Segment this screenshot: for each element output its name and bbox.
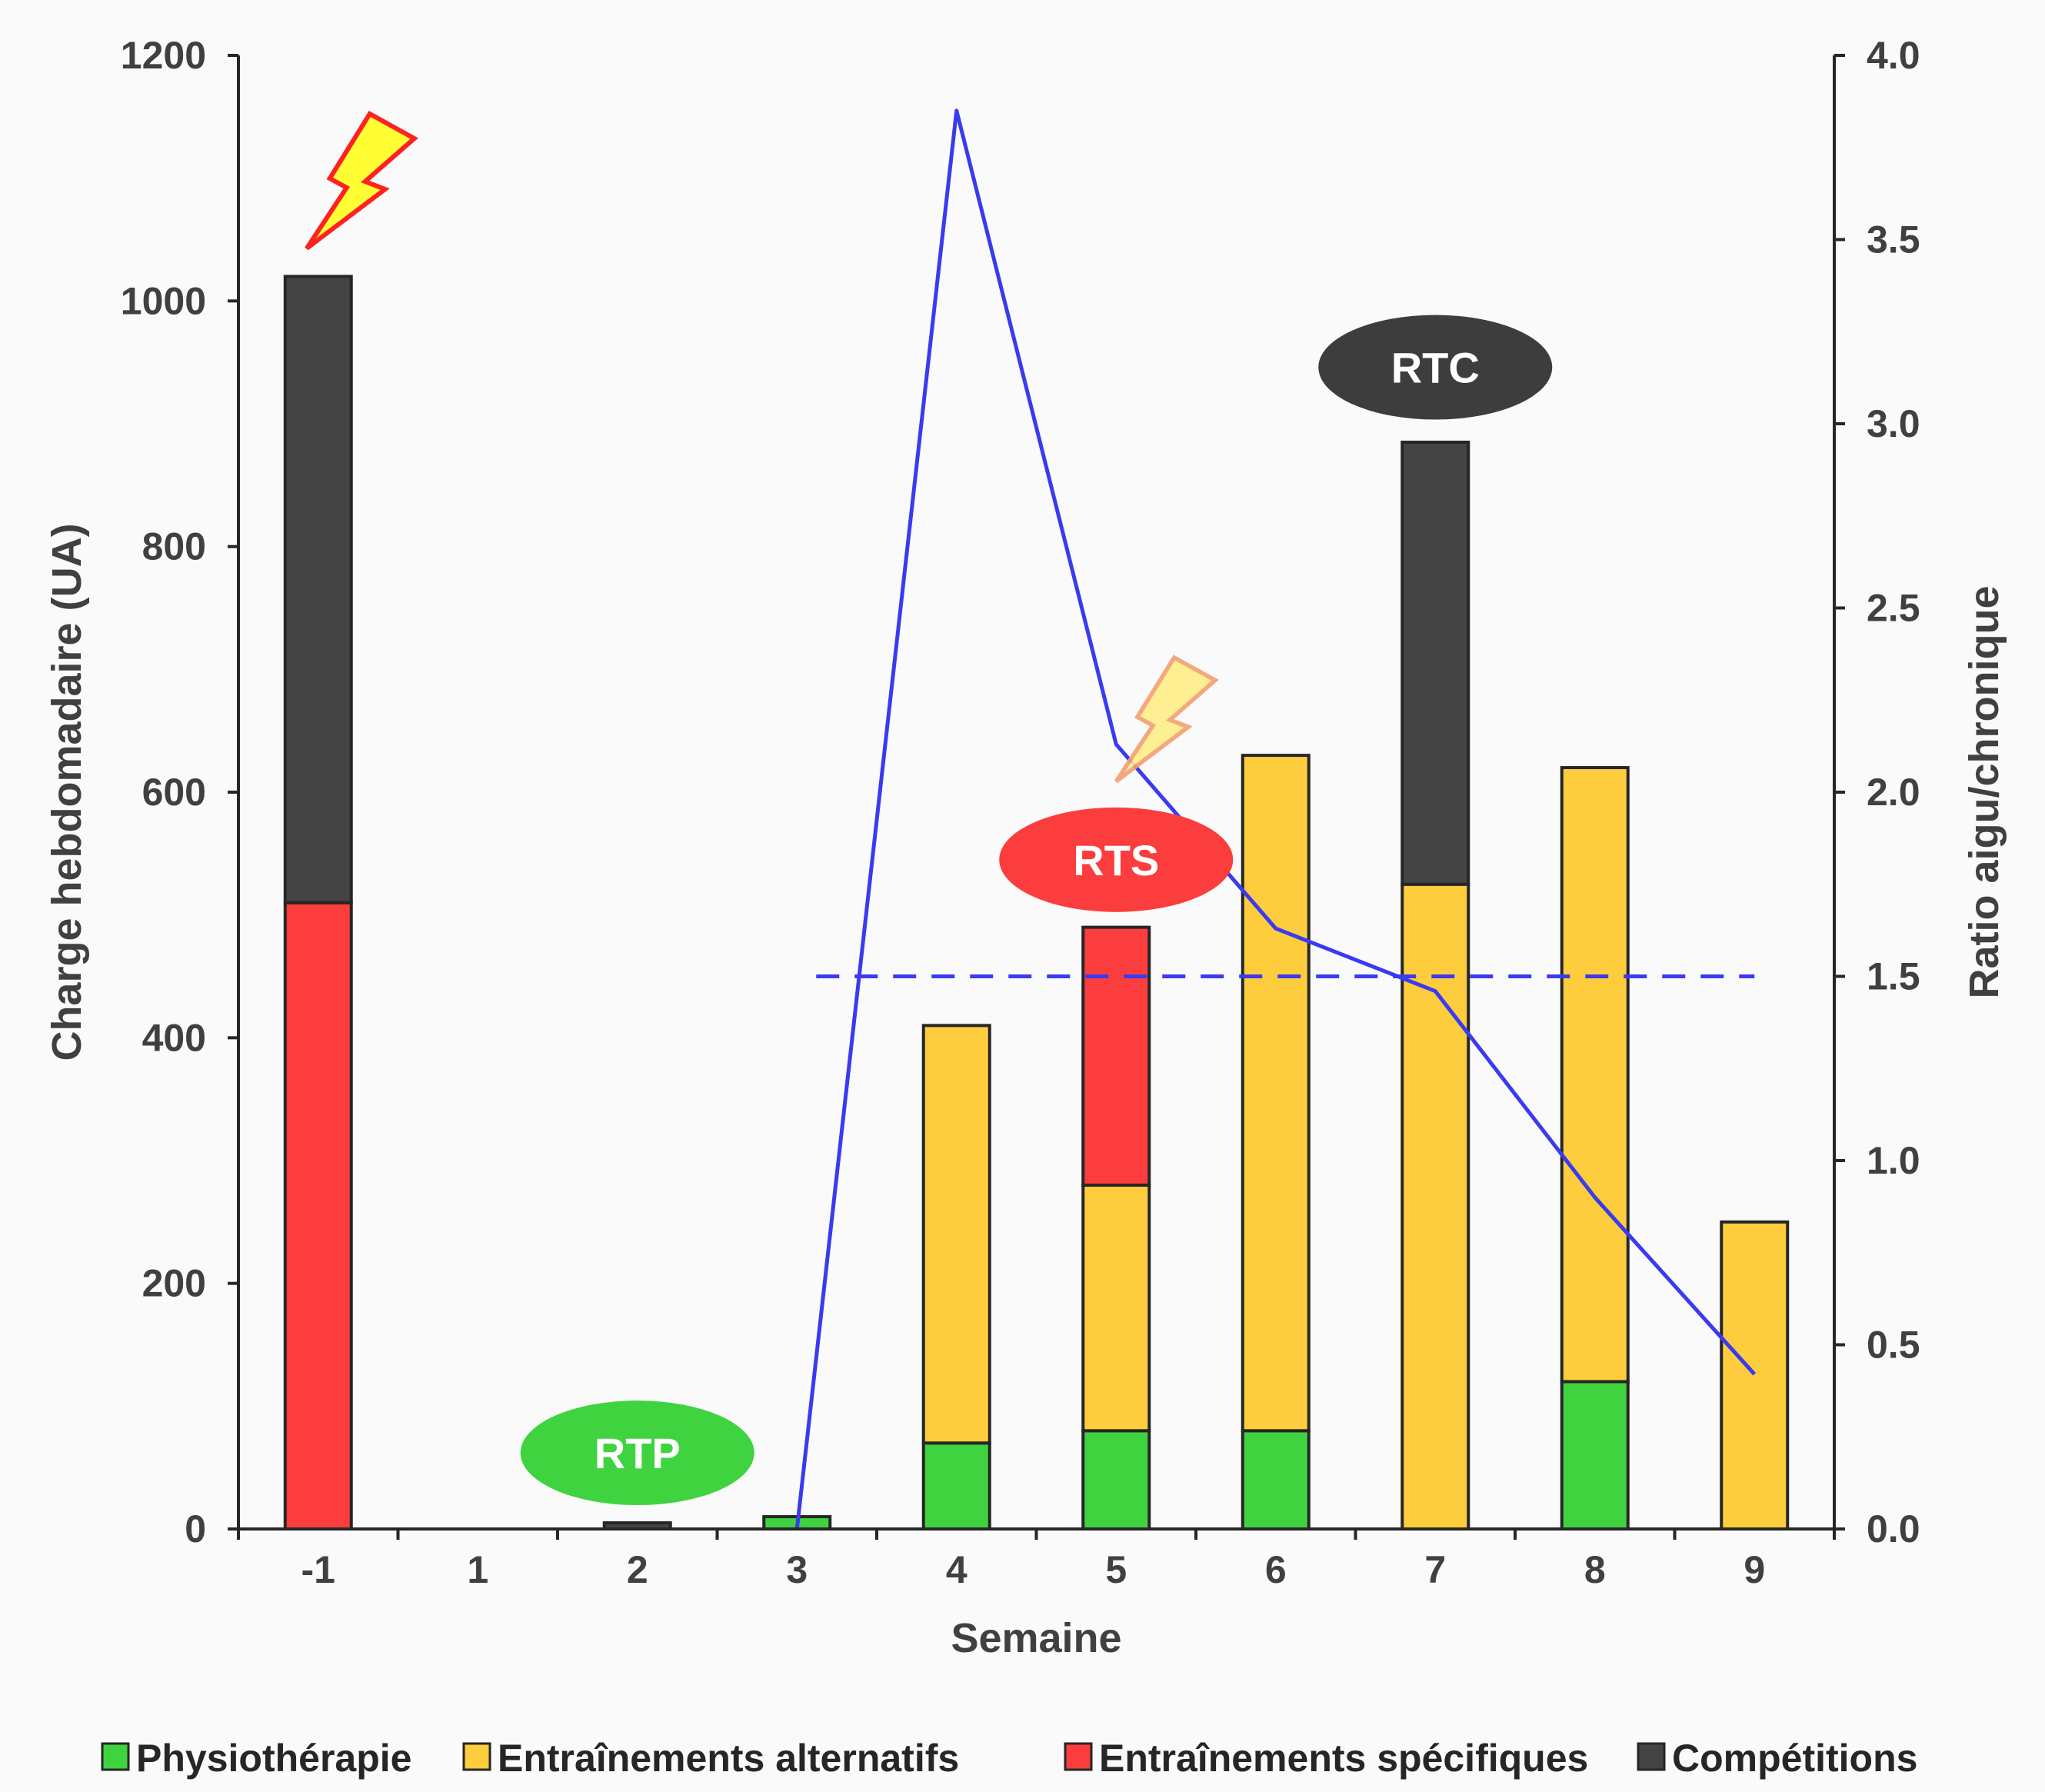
legend: Physiothérapie Entraînements alternatifs E…: [101, 1737, 1917, 1780]
y-tick-label: 1200: [121, 34, 206, 77]
annotation-label: RTC: [1391, 344, 1480, 392]
bar-segment: [1081, 925, 1151, 1187]
annotations-group: RTP RTS RTC: [305, 110, 1553, 1506]
x-tick-label: 2: [627, 1548, 648, 1591]
lightning-bolt-icon: [305, 110, 418, 251]
y-axis-title: Charge hebdomadaire (UA): [44, 523, 90, 1061]
y-tick-label: 0: [185, 1507, 206, 1551]
legend-swatch: [101, 1742, 130, 1771]
x-tick-label: 7: [1424, 1548, 1446, 1591]
bar-segment: [1560, 1380, 1630, 1531]
bars-group: [283, 275, 1790, 1531]
annotation-bubble: [1318, 315, 1553, 420]
x-tick-label: 1: [467, 1548, 488, 1591]
y2-tick-label: 1.0: [1867, 1139, 1920, 1182]
y2-tick-label: 3.0: [1867, 402, 1920, 445]
x-tick-label: 4: [946, 1548, 968, 1591]
legend-swatch: [1064, 1742, 1093, 1771]
bar-segment: [1081, 1429, 1151, 1531]
lightning-bolt-icon: [1114, 655, 1219, 784]
bar-segment: [921, 1441, 991, 1531]
bar-segment: [1241, 754, 1311, 1433]
bar-segment: [283, 275, 353, 904]
bar-segment: [1720, 1220, 1790, 1531]
legend-label: Entraînements spécifiques: [1099, 1737, 1588, 1780]
y2-tick-label: 2.0: [1867, 771, 1920, 814]
legend-swatch: [462, 1742, 491, 1771]
x-tick-label: 3: [786, 1548, 808, 1591]
y2-tick-label: 4.0: [1867, 34, 1920, 77]
y-tick-label: 400: [142, 1016, 206, 1059]
y-tick-label: 200: [142, 1262, 206, 1305]
x-tick-label: -1: [301, 1548, 335, 1591]
legend-label: Compétitions: [1672, 1737, 1917, 1780]
y2-tick-label: 0.5: [1867, 1324, 1920, 1367]
bar-segment: [1401, 440, 1470, 886]
y2-tick-label: 3.5: [1867, 218, 1920, 261]
ratio-line-group: [794, 108, 1757, 1530]
legend-swatch: [1637, 1742, 1666, 1771]
bar-segment: [1081, 1183, 1151, 1433]
bar-segment: [1560, 766, 1630, 1384]
x-axis-title: Semaine: [951, 1615, 1121, 1661]
annotation-bubble: [999, 807, 1234, 912]
y-tick-label: 1000: [121, 279, 206, 322]
annotation-label: RTP: [595, 1429, 681, 1477]
bar-segment: [1241, 1429, 1311, 1531]
x-tick-label: 9: [1744, 1548, 1765, 1591]
y2-axis-title: Ratio aigu/chronique: [1961, 585, 2007, 998]
y-tick-label: 600: [142, 771, 206, 814]
annotation-label: RTS: [1073, 836, 1159, 884]
axes-group: 0 200 400 600 800 1000 1200 0.0 0.5 1.0 1.5 2.0 2.5 3…: [44, 34, 2007, 1661]
annotation-bubble: [520, 1401, 754, 1506]
y2-tick-label: 1.5: [1867, 955, 1920, 998]
x-tick-label: 5: [1105, 1548, 1127, 1591]
legend-label: Entraînements alternatifs: [498, 1737, 959, 1780]
y2-tick-label: 2.5: [1867, 587, 1920, 630]
x-tick-label: 6: [1265, 1548, 1287, 1591]
y2-tick-label: 0.0: [1867, 1507, 1920, 1551]
y-tick-label: 800: [142, 525, 206, 568]
x-tick-label: 8: [1584, 1548, 1606, 1591]
ratio-line: [794, 108, 1757, 1530]
bar-segment: [283, 901, 353, 1531]
legend-label: Physiothérapie: [136, 1737, 411, 1780]
bar-segment: [921, 1024, 991, 1445]
